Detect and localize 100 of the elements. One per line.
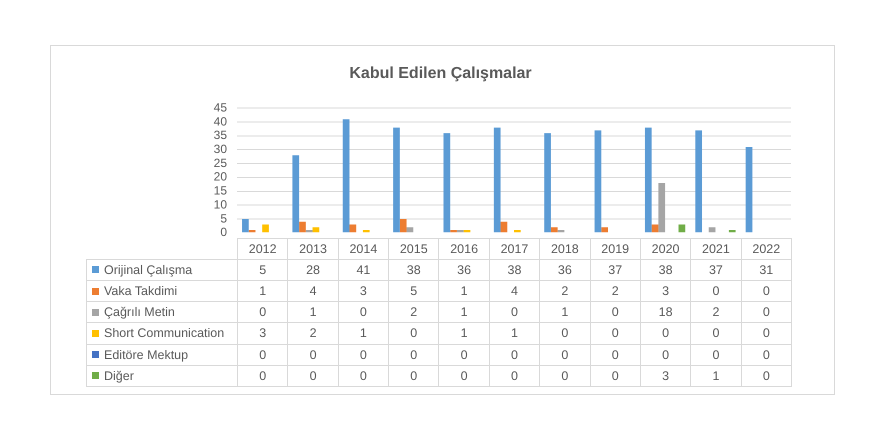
x-tick-label: 2012 (237, 238, 288, 260)
bar (544, 133, 551, 232)
data-label: 1 (539, 301, 591, 324)
bar (500, 222, 508, 232)
bar (242, 218, 249, 232)
data-label: 3 (237, 322, 288, 345)
data-label: 2 (287, 322, 339, 345)
x-tick-label: 2021 (690, 238, 742, 260)
data-label: 31 (740, 258, 792, 281)
y-tick-label: 40 (214, 114, 228, 128)
bar (400, 218, 407, 232)
data-label: 1 (488, 322, 540, 345)
data-label: 0 (740, 344, 792, 366)
bar (312, 227, 320, 232)
data-label: 38 (388, 258, 440, 281)
bar (644, 128, 652, 232)
data-label: 0 (237, 364, 288, 387)
data-label: 1 (287, 301, 339, 324)
data-label: 0 (287, 344, 339, 366)
data-label: 3 (640, 364, 692, 387)
y-tick-label: 45 (214, 100, 228, 115)
data-label: 2 (690, 301, 742, 324)
y-tick-label: 10 (214, 197, 228, 212)
data-label: 0 (740, 280, 792, 302)
data-label: 0 (287, 364, 339, 387)
y-tick-label: 20 (214, 170, 228, 184)
x-tick-label: 2014 (338, 238, 390, 260)
x-tick-label: 2020 (640, 238, 692, 260)
data-label: 28 (287, 258, 339, 281)
data-label: 38 (640, 258, 692, 281)
y-tick-label: 30 (214, 142, 228, 156)
data-label: 0 (488, 301, 540, 324)
data-label: 0 (590, 301, 641, 324)
data-label: 0 (590, 344, 641, 366)
data-label: 2 (388, 301, 440, 324)
y-tick-label: 25 (214, 156, 228, 170)
data-label: 0 (338, 364, 390, 387)
data-label: 0 (488, 344, 540, 366)
data-label: 41 (338, 258, 390, 281)
legend-label: Diğer (104, 368, 134, 383)
bar (292, 155, 300, 232)
x-tick-label: 2022 (740, 238, 792, 260)
legend-label: Short Communication (104, 326, 224, 340)
y-tick-label: 35 (214, 128, 228, 142)
data-label: 0 (338, 301, 390, 324)
y-tick-label: 15 (214, 184, 228, 198)
data-label: 37 (690, 258, 742, 281)
x-tick-label: 2016 (438, 238, 490, 260)
legend-label: Vaka Takdimi (104, 284, 178, 298)
data-label: 0 (640, 322, 692, 345)
bar (262, 224, 269, 232)
data-label: 0 (237, 301, 288, 324)
data-label: 0 (237, 344, 288, 366)
bar (299, 222, 306, 232)
data-label: 0 (590, 364, 641, 387)
data-label: 1 (690, 364, 742, 387)
bar (746, 146, 752, 232)
data-label: 0 (539, 322, 591, 345)
bar (601, 227, 608, 232)
data-label: 2 (590, 280, 641, 302)
bar (494, 128, 501, 232)
x-tick-label: 2015 (388, 238, 440, 260)
data-label: 37 (590, 258, 641, 281)
legend-label: Editöre Mektup (104, 348, 188, 362)
data-label: 1 (338, 322, 390, 345)
data-label: 0 (740, 364, 792, 387)
data-label: 3 (640, 280, 692, 302)
data-label: 0 (539, 344, 591, 366)
data-label: 4 (287, 280, 339, 302)
data-label: 0 (539, 364, 591, 387)
x-tick-label: 2018 (539, 238, 591, 260)
data-label: 0 (488, 364, 540, 387)
data-label: 0 (690, 322, 742, 345)
legend-label: Çağrılı Metin (104, 305, 175, 320)
y-tick-label: 5 (220, 211, 228, 226)
y-tick-label: 0 (220, 225, 228, 240)
bar (594, 130, 602, 232)
data-label: 0 (690, 280, 742, 302)
x-tick-label: 2019 (590, 238, 641, 260)
data-label: 1 (438, 301, 490, 324)
data-label: 1 (438, 280, 490, 302)
bar (349, 224, 356, 232)
data-label: 36 (438, 258, 490, 281)
data-label: 2 (539, 280, 591, 302)
bar (443, 133, 450, 232)
bar (658, 182, 666, 232)
data-label: 5 (237, 258, 288, 281)
data-label: 1 (237, 280, 288, 302)
data-label: 0 (640, 344, 692, 366)
data-label: 0 (740, 322, 792, 345)
data-label: 36 (539, 258, 591, 281)
data-label: 0 (338, 344, 390, 366)
data-label: 0 (590, 322, 641, 345)
x-tick-label: 2017 (488, 238, 540, 260)
data-label: 4 (488, 280, 540, 302)
data-label: 3 (338, 280, 390, 302)
data-label: 5 (388, 280, 440, 302)
x-tick-label: 2013 (287, 238, 339, 260)
bar (406, 227, 414, 232)
data-label: 0 (388, 344, 440, 366)
